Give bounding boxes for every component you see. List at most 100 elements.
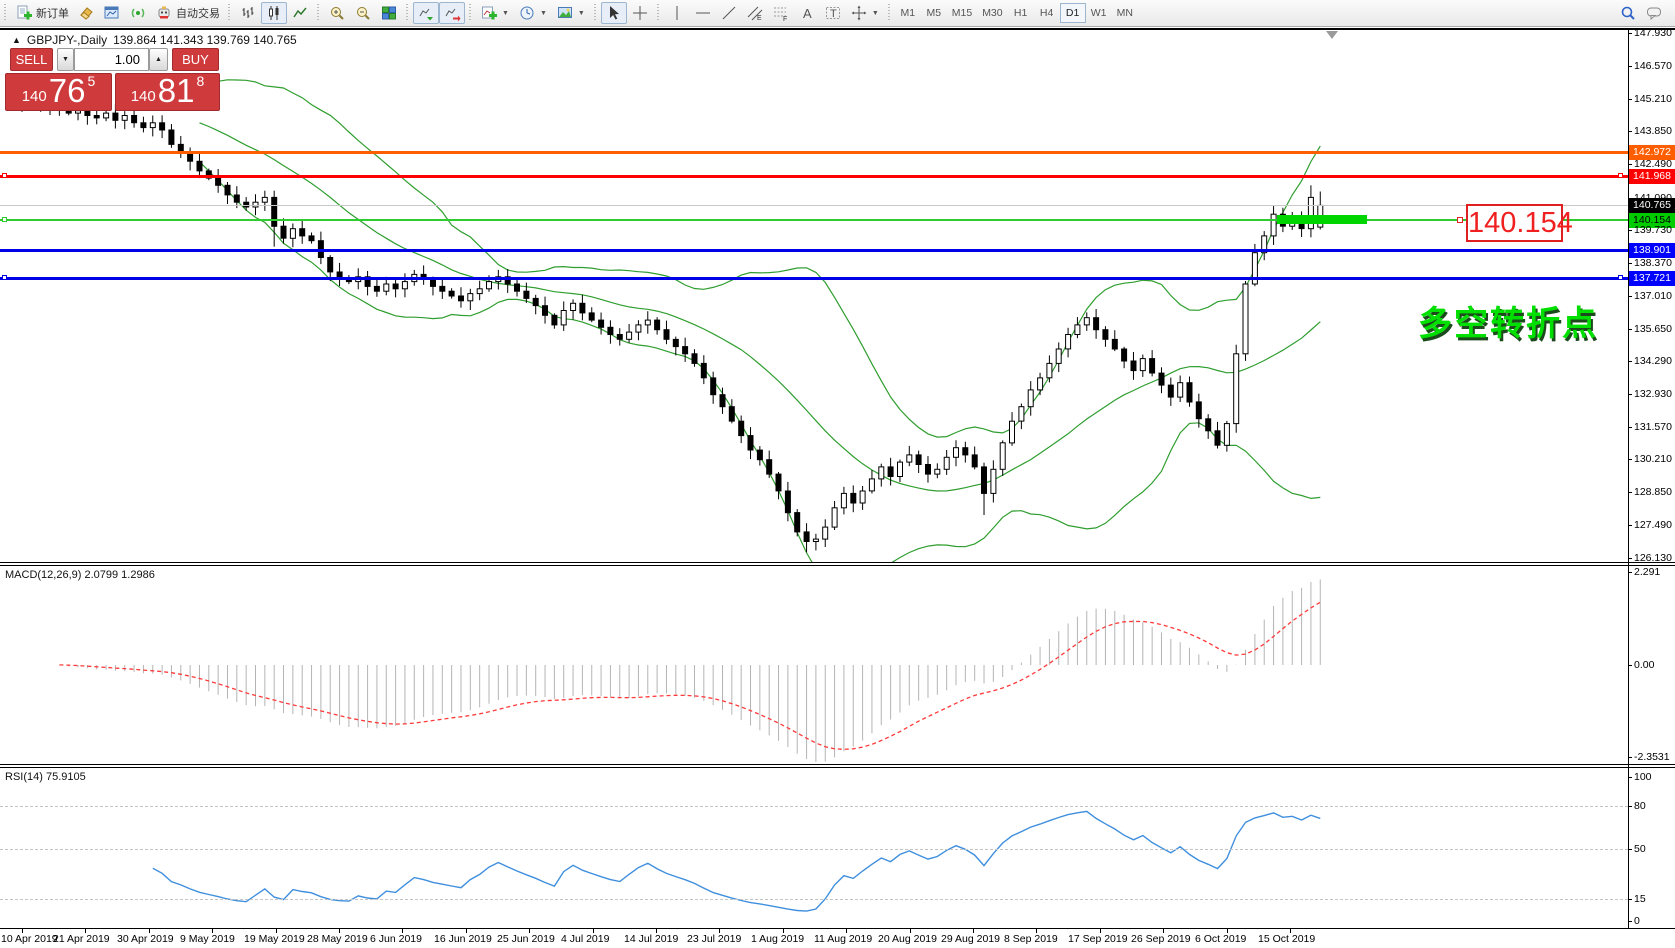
buy-price-pips: 81 <box>157 72 195 109</box>
price-axis-label: 131.570 <box>1634 420 1672 433</box>
signal-icon <box>131 8 145 18</box>
templates-dropdown[interactable]: ▼ <box>577 9 585 17</box>
text-label-icon: T <box>825 7 840 20</box>
toolbar-grip[interactable] <box>2 4 9 22</box>
level-line-current-price[interactable] <box>0 204 1628 206</box>
buy-price-display[interactable]: 140 81 8 <box>115 73 220 111</box>
volume-input[interactable]: 1.00 <box>74 48 149 71</box>
date-axis-tick <box>212 929 213 933</box>
price-axis-tick <box>1628 459 1632 461</box>
timeframe-button-M15[interactable]: M15 <box>951 7 973 19</box>
line-handle-right-support-2[interactable] <box>1618 275 1623 281</box>
sell-button[interactable]: SELL <box>10 48 53 71</box>
line-handle-left-resistance-main[interactable] <box>2 173 7 178</box>
price-axis-label: 146.570 <box>1634 59 1672 72</box>
periods-button[interactable]: ▼ <box>514 2 552 24</box>
eraser-button[interactable] <box>73 2 99 24</box>
crosshair-button[interactable] <box>627 2 653 24</box>
chart-shift-button[interactable] <box>439 2 465 24</box>
macd-axis-tick <box>1628 757 1632 758</box>
toolbar-grip[interactable] <box>591 4 599 22</box>
indicators-icon <box>482 6 497 20</box>
level-line-resistance-main[interactable] <box>0 175 1628 178</box>
line-chart-button[interactable] <box>287 2 313 24</box>
timeframe-button-H4[interactable]: H4 <box>1039 7 1054 19</box>
cursor-button[interactable] <box>600 2 627 24</box>
chat-button[interactable] <box>1641 2 1667 24</box>
indicators-button[interactable]: ▼ <box>476 2 514 24</box>
line-handle-left-pivot-line[interactable] <box>2 216 7 222</box>
zoom-in-button[interactable] <box>324 2 350 24</box>
sell-price-big-figure: 140 <box>21 88 47 105</box>
timeframe-button-D1[interactable]: D1 <box>1059 3 1086 23</box>
level-line-support-1[interactable] <box>0 248 1628 252</box>
pivot-highlight-segment[interactable] <box>1277 215 1367 224</box>
search-button[interactable] <box>1615 2 1641 24</box>
autotrading-button[interactable]: 自动交易 <box>151 2 224 24</box>
volume-increment-button[interactable]: ▲ <box>149 48 168 71</box>
level-line-pivot-line[interactable] <box>0 219 1628 222</box>
main-toolbar: 新订单 自动交易 <box>0 0 1675 27</box>
toolbar-grip[interactable] <box>654 4 662 22</box>
timeframe-button-MN[interactable]: MN <box>1116 7 1133 19</box>
sell-price-display[interactable]: 140 76 5 <box>5 73 112 111</box>
periods-dropdown[interactable]: ▼ <box>539 9 547 17</box>
timeframe-button-M1[interactable]: M1 <box>900 7 916 19</box>
macd-axis-tick <box>1628 665 1632 666</box>
toolbar-grip[interactable] <box>467 4 474 22</box>
templates-button[interactable]: ▼ <box>552 2 590 24</box>
toolbar-grip[interactable] <box>404 4 411 22</box>
volume-decrement-button[interactable]: ▼ <box>57 48 74 71</box>
level-line-support-2[interactable] <box>0 277 1628 281</box>
arrows-button[interactable]: ▼ <box>846 2 884 24</box>
text-button[interactable]: A <box>794 2 820 24</box>
indicators-dropdown[interactable]: ▼ <box>502 9 509 17</box>
tile-windows-button[interactable] <box>376 2 402 24</box>
signal-button[interactable] <box>125 2 151 24</box>
zoom-out-button[interactable] <box>350 2 376 24</box>
fibonacci-icon: F <box>773 7 787 22</box>
toolbar-grip[interactable] <box>315 4 322 22</box>
macd-axis-tick <box>1628 572 1632 573</box>
price-callout-box[interactable]: 140.154 <box>1466 204 1573 242</box>
buy-button[interactable]: BUY <box>172 48 219 71</box>
text-label-button[interactable]: T <box>820 2 846 24</box>
level-line-resistance-upper[interactable] <box>0 150 1628 154</box>
line-handle-right-resistance-main[interactable] <box>1618 173 1623 178</box>
timeframe-button-M30[interactable]: M30 <box>982 7 1003 19</box>
new-order-button[interactable]: 新订单 <box>11 2 73 24</box>
bar-chart-button[interactable] <box>235 2 261 24</box>
timeframe-button-W1[interactable]: W1 <box>1090 7 1107 19</box>
line-handle-left-support-2[interactable] <box>2 275 7 281</box>
chart-shift-marker[interactable] <box>1326 31 1338 39</box>
vertical-line-button[interactable] <box>664 2 690 24</box>
profiles-button[interactable] <box>99 2 125 24</box>
channel-button[interactable]: E <box>742 2 768 24</box>
arrows-dropdown[interactable]: ▼ <box>871 9 879 17</box>
rsi-axis-tick <box>1628 899 1632 900</box>
new-order-label: 新订单 <box>36 8 69 20</box>
toolbar-grip[interactable] <box>226 4 233 22</box>
crosshair-icon <box>632 6 647 20</box>
sell-price-pips: 76 <box>48 72 86 109</box>
toolbar-grip[interactable] <box>885 4 893 22</box>
trendline-button[interactable] <box>716 2 742 24</box>
auto-scroll-button[interactable] <box>413 2 439 24</box>
timeframe-button-H1[interactable]: H1 <box>1013 7 1028 19</box>
candlestick-chart-button[interactable] <box>261 2 287 24</box>
callout-anchor-handle[interactable] <box>1457 217 1463 223</box>
horizontal-line-button[interactable] <box>690 2 716 24</box>
rsi-axis-tick <box>1628 806 1632 807</box>
panel-collapse-icon[interactable]: ▲ <box>12 35 21 45</box>
date-axis-label: 30 Apr 2019 <box>117 933 174 945</box>
pane-separator[interactable] <box>0 562 1675 566</box>
timeframe-button-M5[interactable]: M5 <box>926 7 942 19</box>
price-axis-label: 137.010 <box>1634 289 1672 302</box>
fibonacci-button[interactable]: F <box>768 2 794 24</box>
pane-separator[interactable] <box>0 764 1675 768</box>
svg-text:E: E <box>757 15 762 22</box>
macd-label: MACD(12,26,9) 2.0799 1.2986 <box>5 569 155 581</box>
price-axis-line <box>1628 30 1629 929</box>
svg-text:F: F <box>783 16 787 22</box>
